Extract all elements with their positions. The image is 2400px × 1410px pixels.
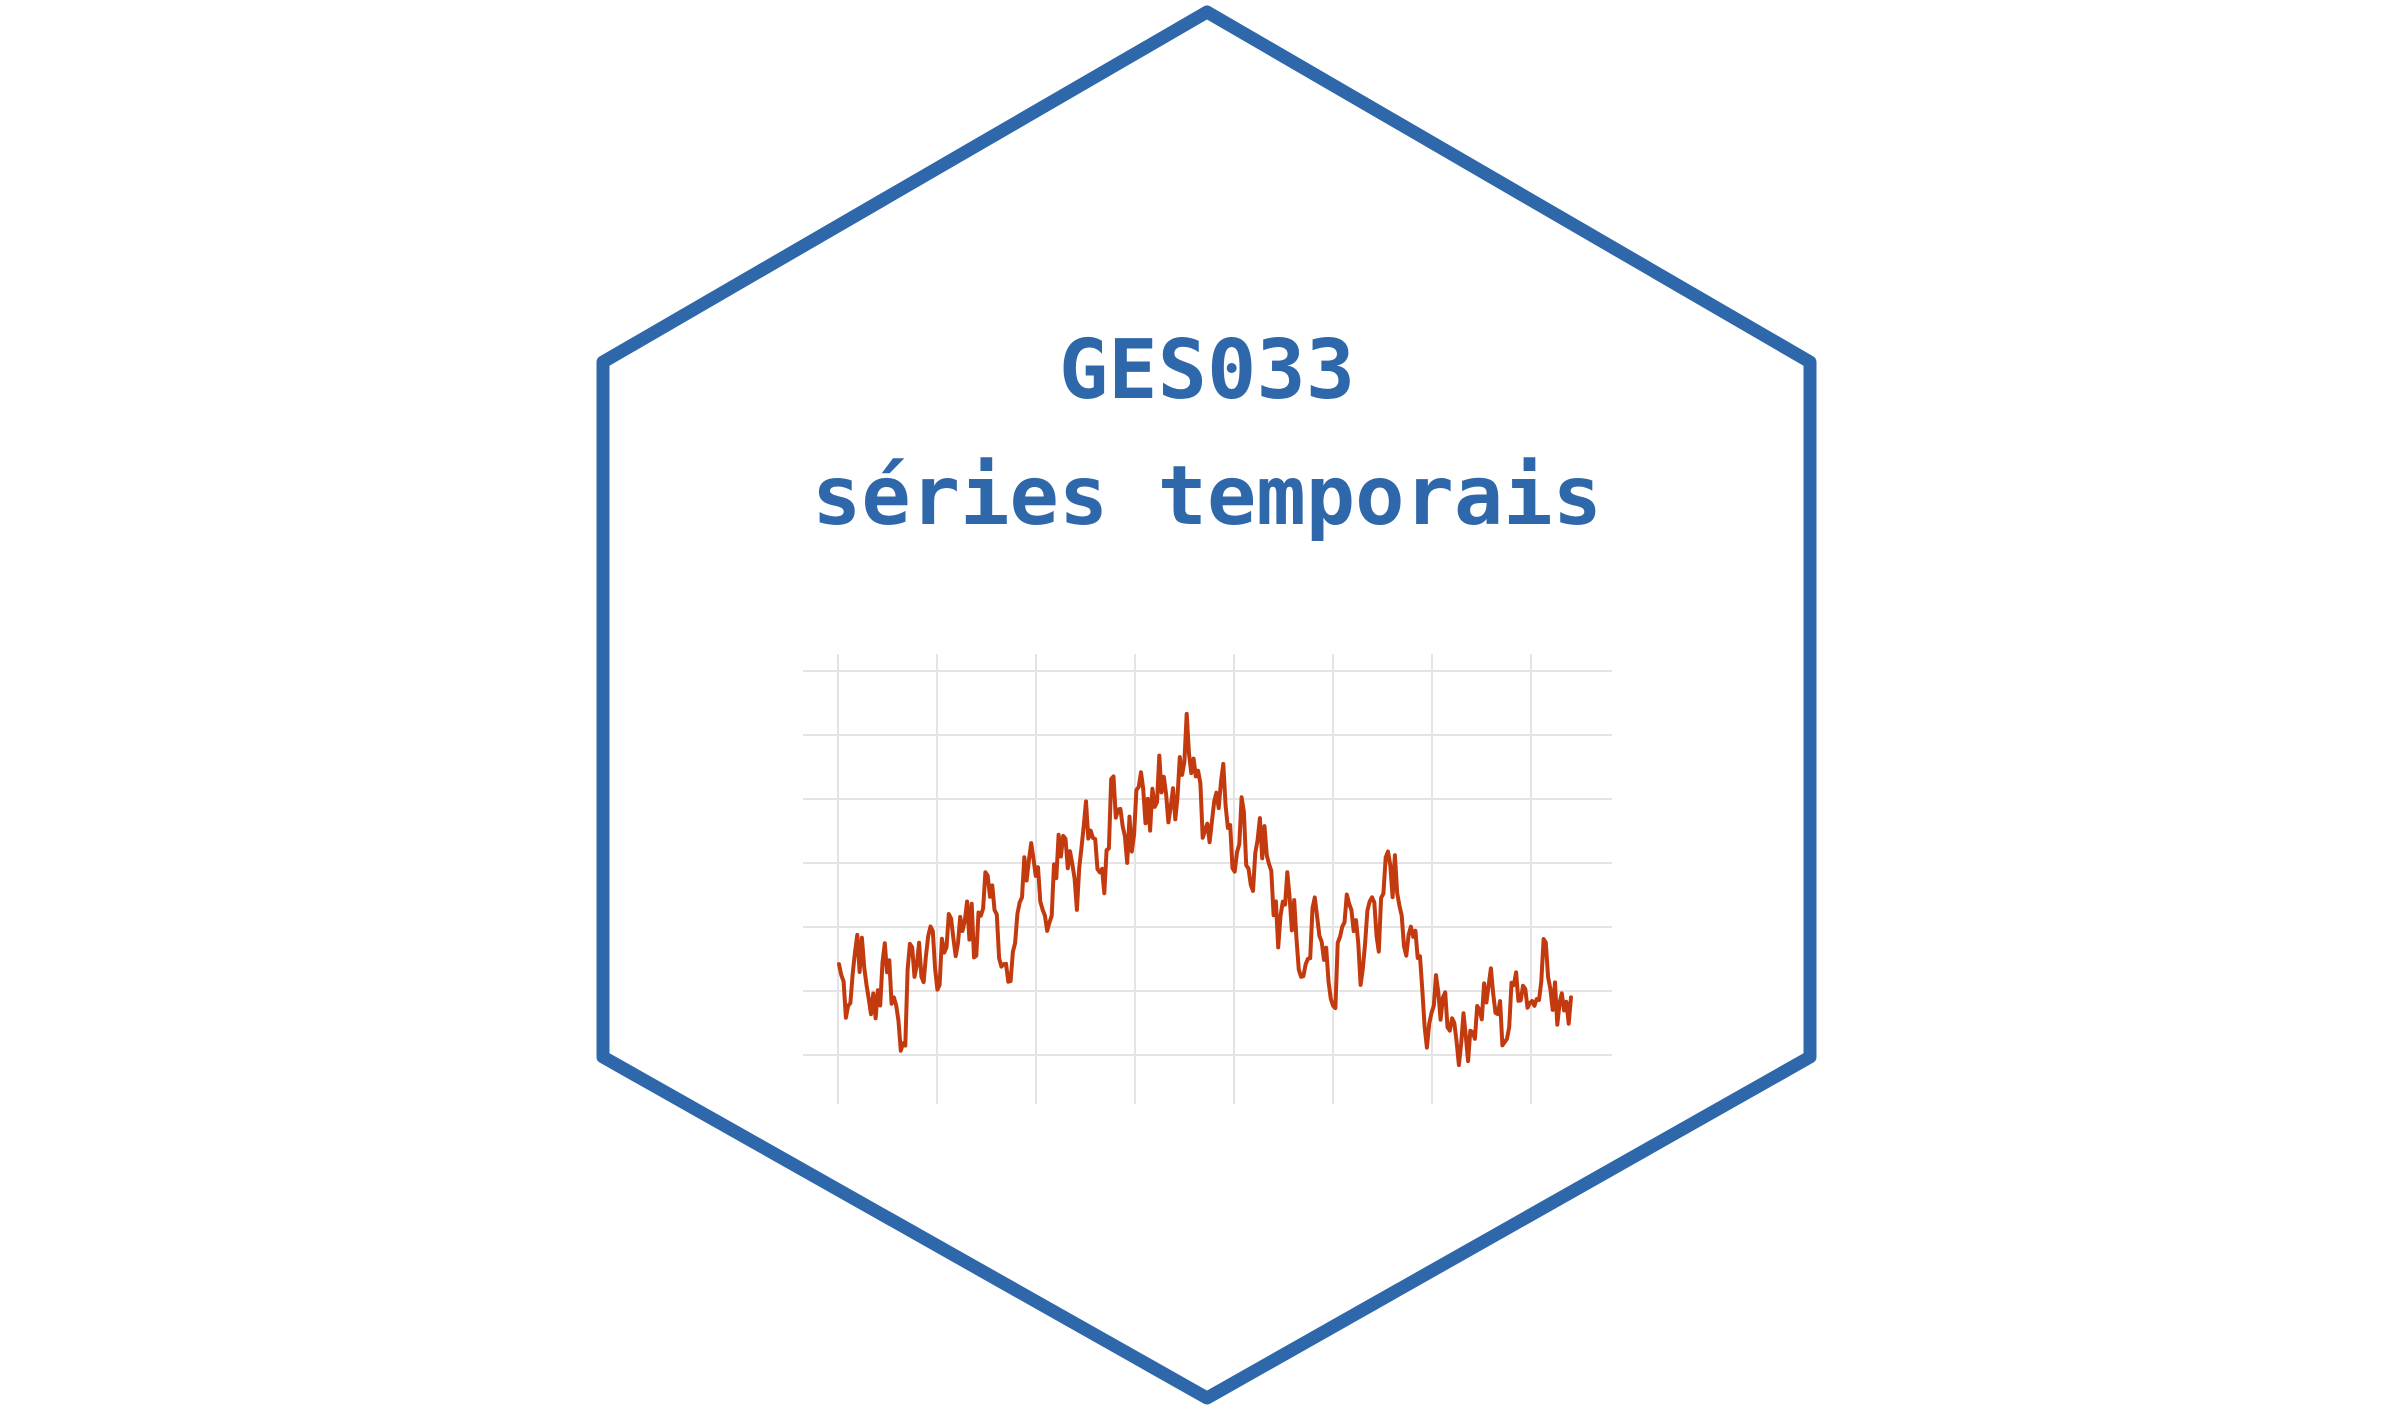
logo-title: GES033 (1059, 323, 1355, 418)
time-series-chart (803, 654, 1612, 1104)
series-line (837, 711, 1573, 1067)
logo-subtitle: séries temporais (812, 449, 1602, 544)
hexagon-outline (596, 5, 1817, 1405)
grid-vertical-lines (837, 654, 1532, 1104)
